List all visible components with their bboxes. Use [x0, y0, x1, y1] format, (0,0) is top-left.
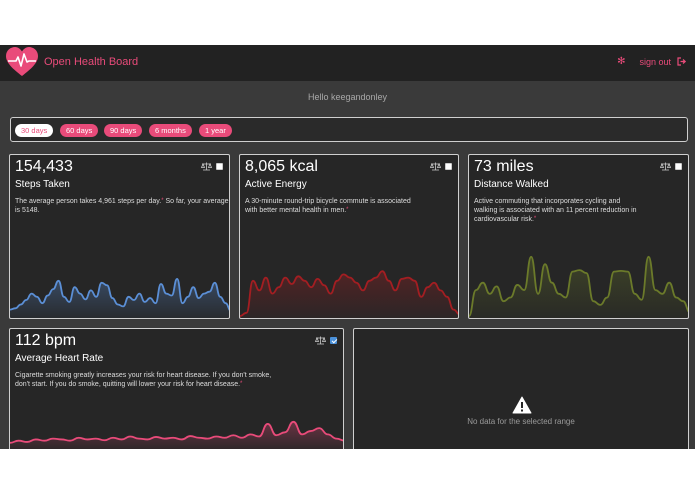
heart-desc-line-1: Cigarette smoking greatly increases your…: [15, 372, 272, 379]
scale-icon[interactable]: [315, 336, 326, 345]
steps-desc-line-1: The average person takes 4,961 steps per…: [15, 198, 162, 205]
app-title[interactable]: Open Health Board: [44, 56, 139, 68]
range-30-days-button[interactable]: 30 days: [15, 124, 54, 137]
heart-rate-card-controls: [315, 336, 337, 345]
energy-series-line: [240, 270, 458, 317]
distance-value: 73 miles: [474, 158, 534, 175]
heart-rate-label: Average Heart Rate: [15, 353, 104, 364]
heart-rate-compare-checkbox[interactable]: [330, 337, 337, 344]
distance-label: Distance Walked: [474, 179, 549, 190]
empty-data-card: No data for the selected range: [353, 328, 689, 449]
energy-description: A 30-minute round-trip bicycle commute i…: [245, 197, 411, 215]
steps-description: The average person takes 4,961 steps per…: [15, 197, 229, 215]
greeting-text: Hello keegandonley: [307, 92, 388, 102]
distance-description: Active commuting that incorporates cycli…: [474, 197, 637, 224]
energy-desc-footnote[interactable]: *: [346, 207, 349, 213]
distance-desc-line-3: cardiovascular risk.: [474, 216, 534, 223]
heart-desc-footnote[interactable]: *: [240, 381, 243, 387]
steps-compare-checkbox[interactable]: [216, 163, 223, 170]
scale-icon[interactable]: [660, 162, 671, 171]
energy-compare-checkbox[interactable]: [445, 163, 452, 170]
distance-chart: [469, 255, 688, 318]
signout-icon[interactable]: [677, 57, 687, 66]
heart-rate-series-line: [10, 420, 343, 444]
steps-series-line: [10, 277, 229, 311]
steps-desc-line-2: So far, your average is 5148.: [15, 198, 229, 214]
heart-logo-icon[interactable]: [5, 46, 39, 78]
energy-desc-line-2: with better mental health in men.: [245, 207, 347, 214]
heart-rate-description: Cigarette smoking greatly increases your…: [15, 371, 271, 389]
energy-label: Active Energy: [245, 179, 307, 190]
steps-desc-footnote[interactable]: *: [161, 198, 164, 204]
signout-link[interactable]: sign out: [639, 56, 671, 67]
energy-desc-line-1: A 30-minute round-trip bicycle commute i…: [245, 198, 411, 205]
distance-desc-line-1: Active commuting that incorporates cycli…: [474, 198, 621, 205]
range-6-months-button[interactable]: 6 months: [149, 124, 192, 137]
distance-compare-checkbox[interactable]: [675, 163, 682, 170]
distance-series-line: [469, 255, 688, 317]
distance-desc-line-2: walking is associated with an 11 percent…: [474, 207, 637, 214]
signout-group: ✻ sign out: [617, 56, 687, 67]
steps-value: 154,433: [15, 158, 73, 175]
heart-desc-line-2: don't start. If you do smoke, quitting w…: [15, 381, 241, 388]
app-viewport: Open Health Board ✻ sign out Hello keega…: [0, 45, 695, 449]
date-range-selector: 30 days 60 days 90 days 6 months 1 year: [10, 117, 688, 142]
distance-desc-footnote[interactable]: *: [533, 216, 537, 222]
energy-card: 8,065 kcal Active Energy A 30-minute rou…: [239, 154, 459, 319]
distance-series-area: [469, 256, 688, 318]
range-1-year-button[interactable]: 1 year: [199, 124, 232, 137]
distance-card-controls: [660, 162, 682, 171]
heart-rate-card: 112 bpm Average Heart Rate Cigarette smo…: [9, 328, 344, 449]
energy-value: 8,065 kcal: [245, 158, 318, 175]
scale-icon[interactable]: [201, 162, 212, 171]
no-data-message: No data for the selected range: [467, 417, 575, 426]
steps-chart: [10, 277, 229, 318]
heart-rate-chart: [10, 420, 343, 449]
steps-card-controls: [201, 162, 223, 171]
steps-series-area: [10, 278, 229, 318]
steps-card: 154,433 Steps Taken The average person t…: [9, 154, 230, 319]
warning-icon: [512, 396, 532, 414]
heart-rate-value: 112 bpm: [15, 332, 77, 349]
energy-card-controls: [430, 162, 452, 171]
top-navbar: Open Health Board ✻ sign out: [0, 45, 695, 81]
scale-icon[interactable]: [430, 162, 441, 171]
steps-label: Steps Taken: [15, 179, 70, 190]
range-90-days-button[interactable]: 90 days: [104, 124, 143, 137]
distance-card: 73 miles Distance Walked Active commutin…: [468, 154, 689, 319]
range-60-days-button[interactable]: 60 days: [60, 124, 99, 137]
heart-rate-series-area: [10, 421, 343, 449]
energy-chart: [240, 270, 458, 318]
gear-icon[interactable]: ✻: [617, 56, 626, 67]
